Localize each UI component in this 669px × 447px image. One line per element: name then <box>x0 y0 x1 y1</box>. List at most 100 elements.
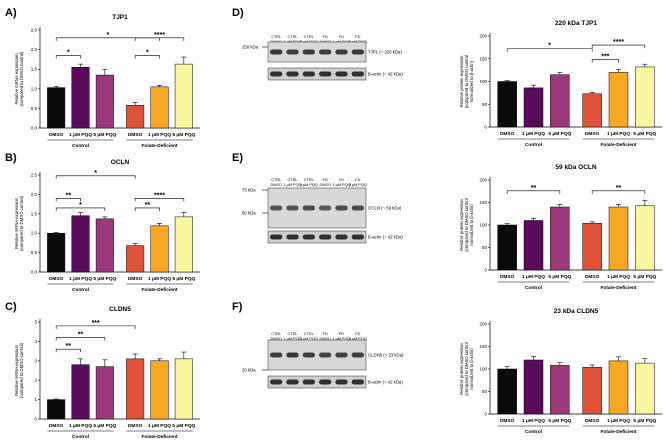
x-tick-label: 5 μM PQQ <box>548 274 571 280</box>
lane-label: 5 μM PQQ <box>300 183 318 187</box>
lane-label: CTRL <box>271 332 281 336</box>
x-tick-label: 1 μM PQQ <box>69 132 92 138</box>
actin-band <box>335 71 348 77</box>
significance-bracket <box>591 190 646 194</box>
significance-label: ** <box>78 332 84 339</box>
bar-F-1 <box>523 359 544 415</box>
protein-band <box>302 205 315 211</box>
bar-D-4 <box>608 72 629 128</box>
bar-E-2 <box>550 206 570 271</box>
y-tick-label: 150 <box>479 56 487 61</box>
y-axis-label: normalized to β-actin) <box>469 60 474 102</box>
bar-B-1 <box>71 215 90 273</box>
x-tick-label: 5 μM PQQ <box>93 423 116 429</box>
y-tick-label: 0.5 <box>31 106 38 111</box>
x-tick-label: 5 μM PQQ <box>633 274 656 280</box>
y-axis-label: normalized to β-actin) <box>469 348 474 390</box>
significance-bracket <box>55 175 136 179</box>
y-axis-label: (compared to DMSO control) <box>19 195 24 250</box>
actin-band <box>286 379 299 385</box>
y-tick-label: 100 <box>479 367 487 372</box>
group-label: Control <box>72 287 89 293</box>
marker-label: 250 kDa <box>242 45 259 50</box>
significance-label: ** <box>531 185 537 192</box>
y-axis-label: (compared to DMSO control) <box>19 342 24 397</box>
actin-band <box>270 379 283 385</box>
y-tick-label: 1 <box>34 397 37 402</box>
lane-label: CTRL <box>288 35 298 39</box>
significance-label: * <box>106 32 109 39</box>
chart-A: A) TJP1 0.0 0.5 1.0 1.5 2.0 2.5 Relative mRNA ex… <box>5 7 200 149</box>
actin-band <box>319 71 332 77</box>
actin-label: B-actin (~ 42 kDa) <box>368 380 403 385</box>
x-tick-label: 5 μM PQQ <box>93 132 116 138</box>
significance-bracket <box>55 348 81 353</box>
protein-band <box>319 352 332 358</box>
significance-bracket <box>55 55 81 59</box>
actin-label: B-actin (~ 42 kDa) <box>368 72 403 77</box>
x-tick-label: 1 μM PQQ <box>69 423 92 429</box>
group-label: Folate-Deficient <box>601 142 637 148</box>
blot-band-label: CLDN5 (~ 23 kDa) <box>368 353 404 358</box>
protein-band <box>270 352 283 358</box>
x-tick-label: 1 μM PQQ <box>522 418 545 424</box>
y-tick-label: 2 <box>34 378 37 383</box>
y-tick-label: 50 <box>482 389 488 394</box>
blot-band-label: TJP1 (~ 220 kDa) <box>368 50 402 55</box>
blot-membrane <box>267 41 367 63</box>
chart-F: F) 23 kDa CLDN5 0 50 100 150 200 Relative prote… <box>232 301 662 435</box>
lane-label: FD <box>339 332 344 336</box>
group-label: Control <box>525 429 542 435</box>
actin-band <box>335 234 348 240</box>
x-tick-label: DMSO <box>500 131 515 137</box>
y-tick-label: 1.0 <box>31 86 38 91</box>
group-label: Folate-Deficient <box>142 143 178 149</box>
y-axis-label: (compared to DMSO control) <box>19 51 24 106</box>
blot-membrane <box>267 187 367 229</box>
x-tick-label: 1 μM PQQ <box>148 276 171 282</box>
significance-bracket <box>55 325 136 329</box>
actin-band <box>286 234 299 240</box>
y-tick-label: 3 <box>34 358 37 363</box>
panel-letter-D: D) <box>232 7 244 19</box>
bar-B-4 <box>150 225 169 273</box>
lane-label: 1 μM PQQ <box>283 183 301 187</box>
y-tick-label: 0 <box>34 417 37 422</box>
actin-band <box>302 234 315 240</box>
y-tick-label: 150 <box>479 344 487 349</box>
y-tick-label: 2.5 <box>31 28 38 33</box>
bar-C-0 <box>47 399 66 420</box>
y-tick-label: 0.0 <box>31 270 38 275</box>
y-tick-label: 2.5 <box>31 173 38 178</box>
bar-B-2 <box>95 218 114 273</box>
lane-label: 1 μM PQQ <box>332 337 350 341</box>
x-tick-label: 5 μM PQQ <box>548 418 571 424</box>
bar-C-3 <box>126 358 145 420</box>
x-tick-label: DMSO <box>585 274 600 280</box>
significance-bracket <box>134 55 160 59</box>
actin-membrane <box>267 67 367 81</box>
y-axis-label: (compared to DMSO control <box>464 342 469 396</box>
x-tick-label: 1 μM PQQ <box>148 132 171 138</box>
protein-band <box>286 205 299 211</box>
significance-label: * <box>94 170 97 177</box>
panel-letter-F: F) <box>232 301 243 313</box>
lane-label: CTRL <box>304 178 314 182</box>
chart-title-D: 220 kDa TJP1 <box>555 20 597 27</box>
lane-label: CTRL <box>304 332 314 336</box>
y-tick-label: 200 <box>479 322 487 327</box>
lane-label: FD <box>323 332 328 336</box>
bar-F-0 <box>497 368 517 415</box>
significance-label: * <box>548 43 551 50</box>
x-tick-label: DMSO <box>49 423 64 429</box>
x-tick-label: DMSO <box>500 418 515 424</box>
x-tick-label: DMSO <box>49 276 64 282</box>
y-axis-label: Relative mRNA expression <box>14 53 19 105</box>
significance-bracket <box>134 207 160 211</box>
panel-letter-A: A) <box>5 7 17 19</box>
significance-bracket <box>134 197 185 202</box>
x-tick-label: 1 μM PQQ <box>69 276 92 282</box>
